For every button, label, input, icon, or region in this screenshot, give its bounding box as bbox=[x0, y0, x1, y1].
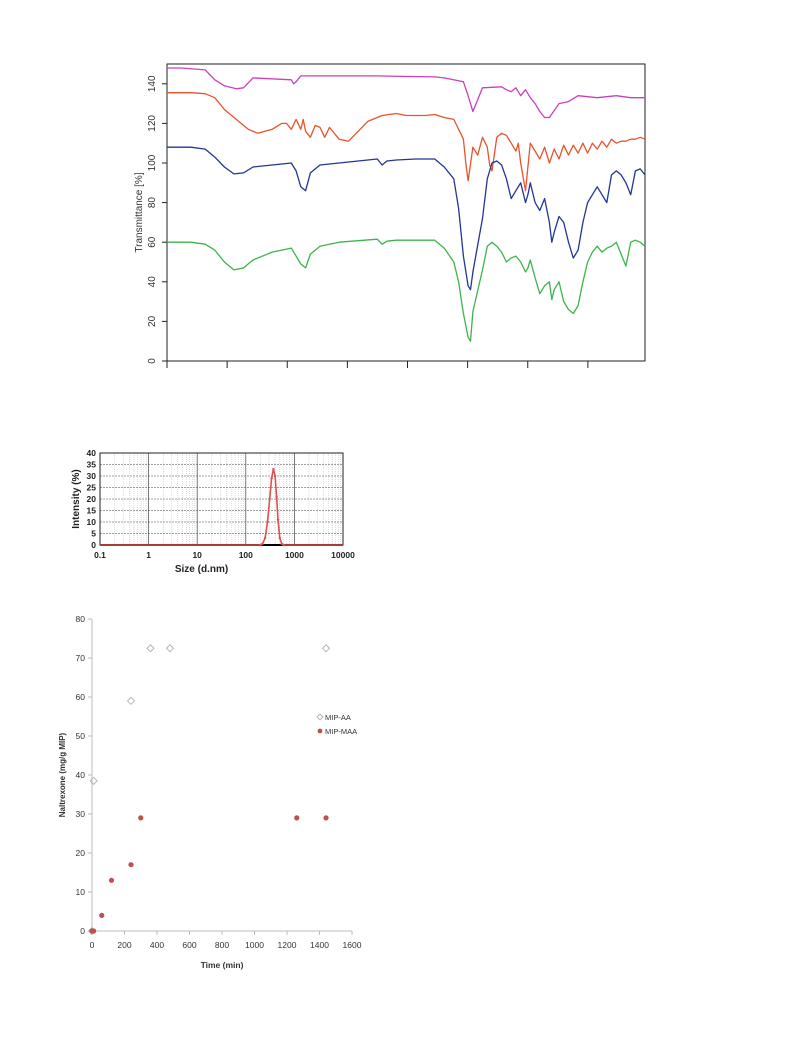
x-tick-label: 800 bbox=[215, 940, 229, 950]
point-mip-maa bbox=[323, 815, 329, 821]
x-tick-label: 10 bbox=[192, 550, 202, 560]
distribution-point bbox=[282, 543, 285, 547]
y-tick-label: 0 bbox=[80, 926, 85, 936]
point-mip-maa bbox=[99, 912, 105, 919]
legend-label: MIP-MAA bbox=[325, 727, 357, 736]
x-tick-label: 1400 bbox=[310, 940, 329, 950]
point-mip-maa bbox=[108, 877, 115, 883]
y-axis-label: Transmittance [%] bbox=[134, 172, 145, 252]
distribution-point bbox=[259, 543, 262, 547]
x-axis-label: Size (d.nm) bbox=[175, 564, 228, 575]
point-mip-maa bbox=[294, 815, 300, 821]
point-mip-aa bbox=[321, 644, 331, 653]
spectrum-line-4 bbox=[167, 238, 646, 342]
legend-marker-mip-aa bbox=[316, 713, 324, 721]
y-tick-label: 50 bbox=[76, 731, 86, 741]
y-tick-label: 80 bbox=[147, 197, 158, 209]
y-tick-label: 20 bbox=[87, 494, 97, 504]
point-mip-aa bbox=[165, 644, 175, 653]
x-tick-label: 10000 bbox=[331, 550, 355, 560]
y-tick-label: 10 bbox=[76, 887, 86, 897]
y-tick-label: 0 bbox=[91, 540, 96, 550]
x-tick-label: 100 bbox=[239, 550, 253, 560]
x-tick-label: 200 bbox=[117, 940, 131, 950]
y-tick-label: 35 bbox=[87, 460, 97, 470]
y-tick-label: 15 bbox=[87, 506, 97, 516]
y-tick-label: 60 bbox=[147, 236, 158, 248]
y-tick-label: 5 bbox=[91, 529, 96, 539]
distribution-point bbox=[278, 536, 281, 540]
y-tick-label: 40 bbox=[147, 276, 158, 288]
point-mip-maa bbox=[128, 862, 134, 868]
distribution-point bbox=[261, 542, 264, 546]
x-tick-label: 0.1 bbox=[94, 550, 106, 560]
y-tick-label: 30 bbox=[76, 809, 86, 819]
y-tick-label: 140 bbox=[147, 75, 158, 92]
point-mip-aa bbox=[126, 696, 136, 706]
x-tick-label: 1200 bbox=[278, 940, 297, 950]
distribution-point bbox=[275, 495, 278, 498]
y-tick-label: 40 bbox=[87, 448, 97, 458]
distribution-point bbox=[270, 477, 273, 480]
x-tick-label: 1000 bbox=[245, 940, 264, 950]
y-tick-label: 100 bbox=[147, 154, 158, 171]
distribution-point bbox=[280, 542, 283, 546]
distribution-point bbox=[272, 467, 275, 471]
spectrum-line-3 bbox=[167, 146, 646, 291]
legend-marker-mip-maa bbox=[317, 728, 323, 734]
point-mip-maa bbox=[138, 815, 144, 821]
y-tick-label: 20 bbox=[76, 848, 86, 858]
x-tick-label: 1600 bbox=[343, 940, 362, 950]
x-tick-label: 400 bbox=[150, 940, 164, 950]
y-tick-label: 30 bbox=[87, 471, 97, 481]
y-axis-label: Intensity (%) bbox=[71, 469, 82, 528]
point-mip-aa bbox=[146, 644, 155, 653]
x-tick-label: 600 bbox=[182, 940, 196, 950]
x-tick-label: 0 bbox=[90, 940, 95, 950]
y-tick-label: 25 bbox=[87, 483, 97, 493]
y-tick-label: 10 bbox=[87, 517, 97, 527]
y-tick-label: 0 bbox=[147, 358, 158, 364]
y-tick-label: 60 bbox=[76, 692, 86, 702]
point-mip-aa bbox=[89, 776, 98, 785]
plot-frame bbox=[166, 63, 646, 362]
distribution-point bbox=[263, 536, 267, 540]
distribution-point bbox=[268, 497, 271, 501]
y-tick-label: 120 bbox=[147, 115, 158, 132]
legend-label: MIP-AA bbox=[325, 713, 351, 722]
x-tick-label: 1 bbox=[146, 550, 151, 560]
x-axis-label: Time (min) bbox=[201, 960, 244, 970]
y-tick-label: 20 bbox=[147, 315, 158, 327]
point-mip-maa bbox=[91, 928, 97, 934]
spectrum-line-2 bbox=[167, 92, 646, 192]
y-axis-label: Naltrexone (mg/g MIP) bbox=[58, 732, 67, 817]
distribution-point bbox=[266, 520, 269, 524]
y-tick-label: 40 bbox=[76, 770, 86, 780]
y-tick-label: 80 bbox=[76, 614, 86, 624]
distribution-point bbox=[273, 474, 277, 478]
x-tick-label: 1000 bbox=[285, 550, 304, 560]
distribution-point bbox=[276, 518, 280, 521]
spectrum-line-1 bbox=[167, 67, 645, 119]
y-tick-label: 70 bbox=[76, 653, 86, 663]
